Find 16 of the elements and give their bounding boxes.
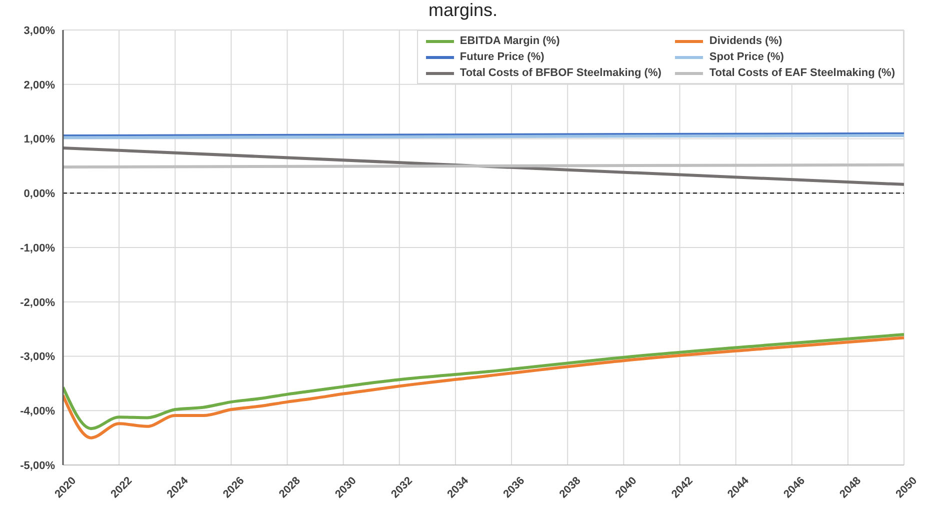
legend-label: Spot Price (%) [709, 51, 784, 63]
legend-label: Dividends (%) [709, 35, 782, 47]
y-tick-label: 3,00% [24, 24, 56, 37]
y-tick-label: 1,00% [24, 134, 56, 146]
legend-label: Total Costs of EAF Steelmaking (%) [709, 67, 895, 79]
y-tick-label: -1,00% [20, 242, 56, 254]
chart-title: margins. [427, 0, 499, 21]
legend-label: Future Price (%) [460, 51, 544, 63]
legend-label: EBITDA Margin (%) [460, 35, 560, 47]
y-tick-label: -3,00% [20, 351, 56, 364]
y-tick-label: -4,00% [20, 406, 56, 418]
y-tick-label: -5,00% [20, 460, 56, 472]
y-tick-label: 0,00% [24, 188, 56, 200]
legend-label: Total Costs of BFBOF Steelmaking (%) [460, 67, 662, 79]
y-tick-label: -2,00% [20, 296, 56, 309]
y-tick-label: 2,00% [24, 79, 56, 92]
